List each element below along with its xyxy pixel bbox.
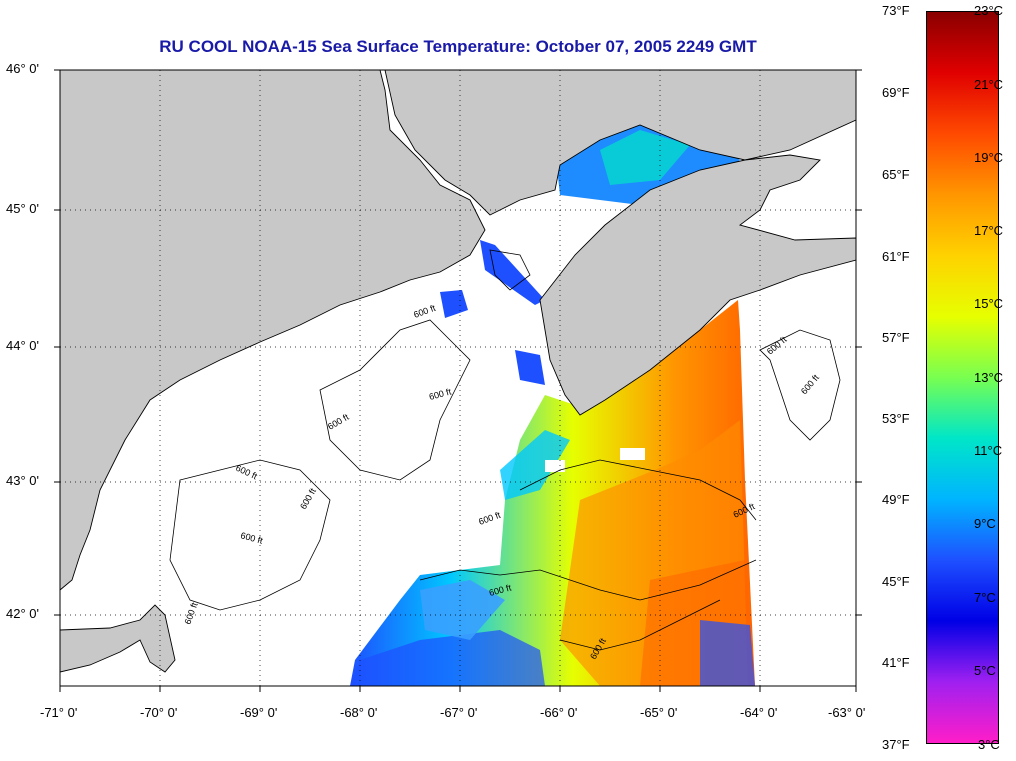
celsius-label: 23°C — [974, 3, 1004, 18]
plot-frame — [59, 69, 857, 687]
map-title: RU COOL NOAA-15 Sea Surface Temperature:… — [159, 37, 757, 56]
fahrenheit-label: 57°F — [882, 330, 910, 345]
celsius-label: 5°C — [974, 663, 996, 678]
lat-tick-label: 45° 0' — [6, 201, 39, 216]
fahrenheit-label: 65°F — [882, 167, 910, 182]
lon-tick-label: -64° 0' — [740, 705, 778, 720]
lon-tick-label: -68° 0' — [340, 705, 378, 720]
celsius-label: 3°C — [978, 737, 1000, 752]
temperature-colorbar — [926, 11, 999, 744]
axis-ticks — [54, 69, 862, 692]
bathymetry-contours — [169, 249, 841, 651]
celsius-label: 7°C — [974, 590, 996, 605]
fahrenheit-label: 45°F — [882, 574, 910, 589]
fahrenheit-label: 41°F — [882, 655, 910, 670]
sst-data-field — [350, 120, 755, 686]
lon-tick-label: -69° 0' — [240, 705, 278, 720]
lat-tick-label: 43° 0' — [6, 473, 39, 488]
celsius-label: 11°C — [974, 443, 1003, 458]
celsius-label: 9°C — [974, 516, 996, 531]
lon-tick-label: -65° 0' — [640, 705, 678, 720]
lon-tick-label: -66° 0' — [540, 705, 578, 720]
celsius-label: 17°C — [974, 223, 1004, 238]
fahrenheit-label: 53°F — [882, 411, 910, 426]
lon-tick-label: -70° 0' — [140, 705, 178, 720]
lat-tick-label: 44° 0' — [6, 338, 39, 353]
celsius-label: 19°C — [974, 150, 1004, 165]
celsius-label: 15°C — [974, 296, 1004, 311]
fahrenheit-label: 69°F — [882, 85, 910, 100]
lon-tick-label: -71° 0' — [40, 705, 78, 720]
lat-tick-label: 46° 0' — [6, 61, 39, 76]
celsius-label: 21°C — [974, 77, 1004, 92]
land — [60, 70, 856, 673]
fahrenheit-label: 37°F — [882, 737, 910, 752]
fahrenheit-label: 49°F — [882, 492, 910, 507]
lon-tick-label: -63° 0' — [828, 705, 866, 720]
lon-tick-label: -67° 0' — [440, 705, 478, 720]
lat-tick-label: 42° 0' — [6, 606, 39, 621]
celsius-label: 13°C — [974, 370, 1004, 385]
fahrenheit-label: 73°F — [882, 3, 910, 18]
fahrenheit-label: 61°F — [882, 249, 910, 264]
